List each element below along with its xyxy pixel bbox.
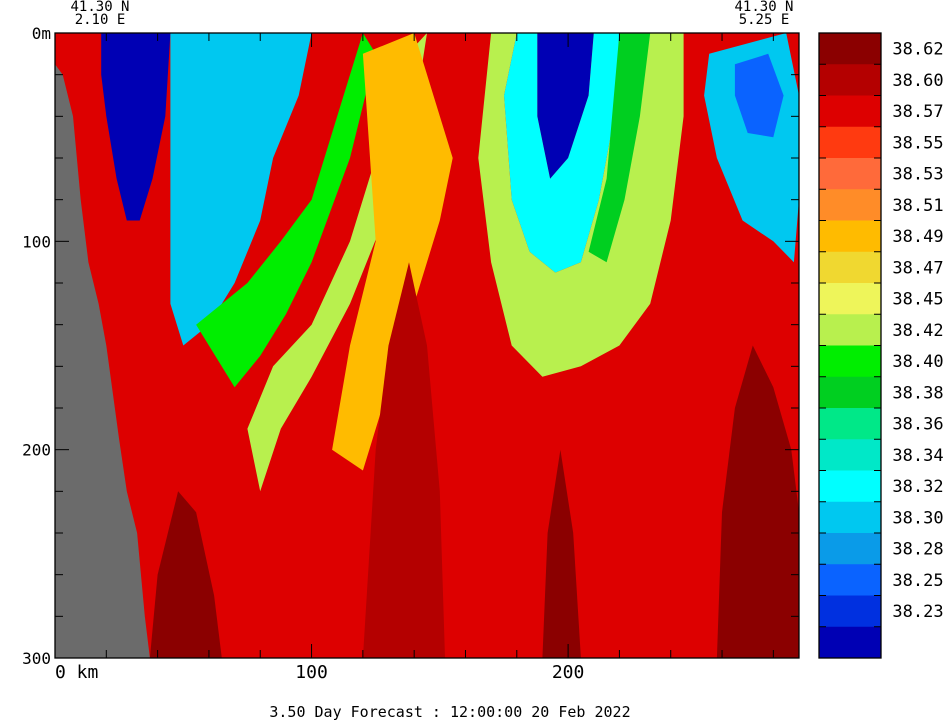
y-tick-label: 300 <box>22 649 51 668</box>
salinity-zone-6 <box>504 33 620 273</box>
colorbar: 38.62 38.60 38.57 38.55 38.53 38.51 38.49 38.47… <box>818 32 944 659</box>
colorbar-swatch <box>819 345 881 378</box>
colorbar-label: 38.40 <box>892 352 943 372</box>
colorbar-swatch <box>819 595 881 628</box>
colorbar-swatch <box>819 158 881 190</box>
colorbar-swatch <box>819 95 881 128</box>
colorbar-label: 38.38 <box>892 383 943 403</box>
colorbar-swatch <box>819 33 881 65</box>
corner-right-lon: 5.25 E <box>739 12 790 28</box>
colorbar-label: 38.28 <box>892 540 943 560</box>
colorbar-swatch <box>819 626 881 659</box>
colorbar-swatch <box>819 439 881 471</box>
colorbar-label: 38.57 <box>892 102 943 122</box>
colorbar-label: 38.45 <box>892 290 943 310</box>
corner-left-lat: 41.30 N <box>70 0 129 15</box>
y-tick-label: 100 <box>22 232 51 251</box>
colorbar-label: 38.51 <box>892 196 943 216</box>
colorbar-label: 38.53 <box>892 165 943 185</box>
salinity-zone-1 <box>170 33 312 346</box>
colorbar-label: 38.42 <box>892 321 943 341</box>
colorbar-label: 38.55 <box>892 133 943 153</box>
colorbar-swatch <box>819 314 881 346</box>
colorbar-label: 38.30 <box>892 508 943 528</box>
colorbar-label: 38.47 <box>892 258 943 278</box>
colorbar-swatch <box>819 501 881 534</box>
colorbar-swatch <box>819 126 881 159</box>
colorbar-swatch <box>819 564 881 596</box>
forecast-caption: 3.50 Day Forecast : 12:00:00 20 Feb 2022 <box>269 703 630 721</box>
y-tick-label: 200 <box>22 441 51 460</box>
colorbar-swatch <box>819 470 881 503</box>
salinity-zone-0 <box>101 33 171 221</box>
colorbar-swatch <box>819 189 881 221</box>
axes: 0 km 100 200 0m 100 200 300 <box>22 24 799 683</box>
colorbar-swatch <box>819 64 881 96</box>
x-tick-label: 200 <box>552 662 585 683</box>
bathymetry-seabed <box>55 33 150 658</box>
colorbar-label: 38.36 <box>892 415 943 435</box>
colorbar-swatch <box>819 220 881 253</box>
salinity-zone-5 <box>537 33 594 179</box>
colorbar-label: 38.49 <box>892 227 943 247</box>
corner-right-lat: 41.30 N <box>734 0 793 15</box>
salinity-zone-2 <box>196 33 376 388</box>
colorbar-label: 38.62 <box>892 40 943 60</box>
salinity-zone-12 <box>542 449 581 658</box>
colorbar-label: 38.23 <box>892 602 943 622</box>
salinity-zone-13 <box>716 345 799 658</box>
x-tick-label: 100 <box>295 662 328 683</box>
plot-area <box>55 33 799 658</box>
salinity-zone-11 <box>362 262 445 658</box>
corner-left-lon: 2.10 E <box>75 12 126 28</box>
salinity-zone-8 <box>588 33 651 263</box>
x-tick-label: 0 km <box>55 662 98 683</box>
salinity-zone-10 <box>734 53 784 138</box>
colorbar-label: 38.32 <box>892 477 943 497</box>
colorbar-swatch <box>819 533 881 565</box>
colorbar-swatch <box>819 283 881 315</box>
colorbar-label: 38.60 <box>892 71 943 91</box>
salinity-zone-14 <box>149 491 222 658</box>
salinity-zone-4 <box>332 33 453 471</box>
colorbar-label: 38.34 <box>892 446 943 466</box>
plot-frame <box>54 32 800 659</box>
colorbar-label: 38.25 <box>892 571 943 591</box>
colorbar-swatch <box>819 376 881 409</box>
colorbar-swatch <box>819 251 881 284</box>
colorbar-swatch <box>819 408 881 440</box>
y-tick-label: 0m <box>32 24 51 43</box>
